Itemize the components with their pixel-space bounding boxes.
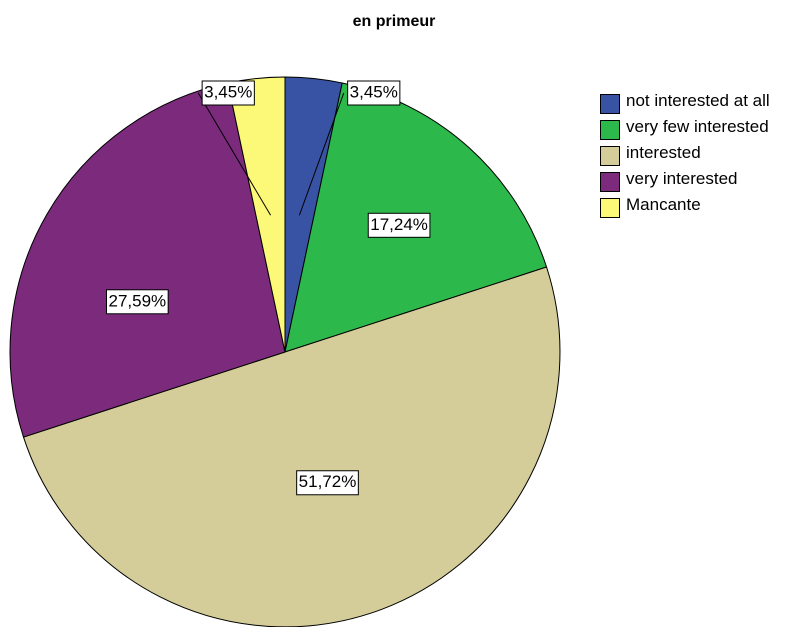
legend-swatch xyxy=(600,172,620,192)
legend-swatch xyxy=(600,120,620,140)
data-label-box xyxy=(105,289,169,315)
data-label-box xyxy=(347,80,401,106)
legend-swatch xyxy=(600,94,620,114)
legend-item: not interested at all xyxy=(600,92,780,114)
data-label-group: 3,45% xyxy=(347,80,401,106)
data-label: 51,72% xyxy=(299,472,357,491)
legend-swatch xyxy=(600,146,620,166)
data-label-box xyxy=(367,212,431,238)
legend-label: interested xyxy=(626,143,701,162)
legend-label: very interested xyxy=(626,169,738,188)
pie-slice xyxy=(22,266,561,627)
legend-item: very interested xyxy=(600,170,780,192)
legend-item: interested xyxy=(600,144,780,166)
data-label-group: 3,45% xyxy=(201,80,255,106)
data-label-group: 17,24% xyxy=(367,212,431,238)
pie-slice xyxy=(9,82,286,438)
legend-swatch xyxy=(600,198,620,218)
legend-item: Mancante xyxy=(600,196,780,218)
data-label-box xyxy=(296,470,359,496)
data-label-group: 27,59% xyxy=(105,289,169,315)
legend-label: not interested at all xyxy=(626,91,770,110)
legend-label: Mancante xyxy=(626,195,701,214)
data-label: 3,45% xyxy=(350,82,398,101)
legend-item: very few interested xyxy=(600,118,780,140)
legend-label: very few interested xyxy=(626,117,769,136)
leader-line xyxy=(298,92,345,216)
chart-title: en primeur xyxy=(353,13,436,30)
data-label: 17,24% xyxy=(370,215,428,234)
leader-line xyxy=(197,92,272,216)
legend: not interested at all very few interested… xyxy=(600,92,780,222)
data-label-group: 51,72% xyxy=(296,470,359,496)
data-label: 3,45% xyxy=(204,82,252,101)
data-label: 27,59% xyxy=(108,291,166,310)
data-label-box xyxy=(201,80,255,106)
